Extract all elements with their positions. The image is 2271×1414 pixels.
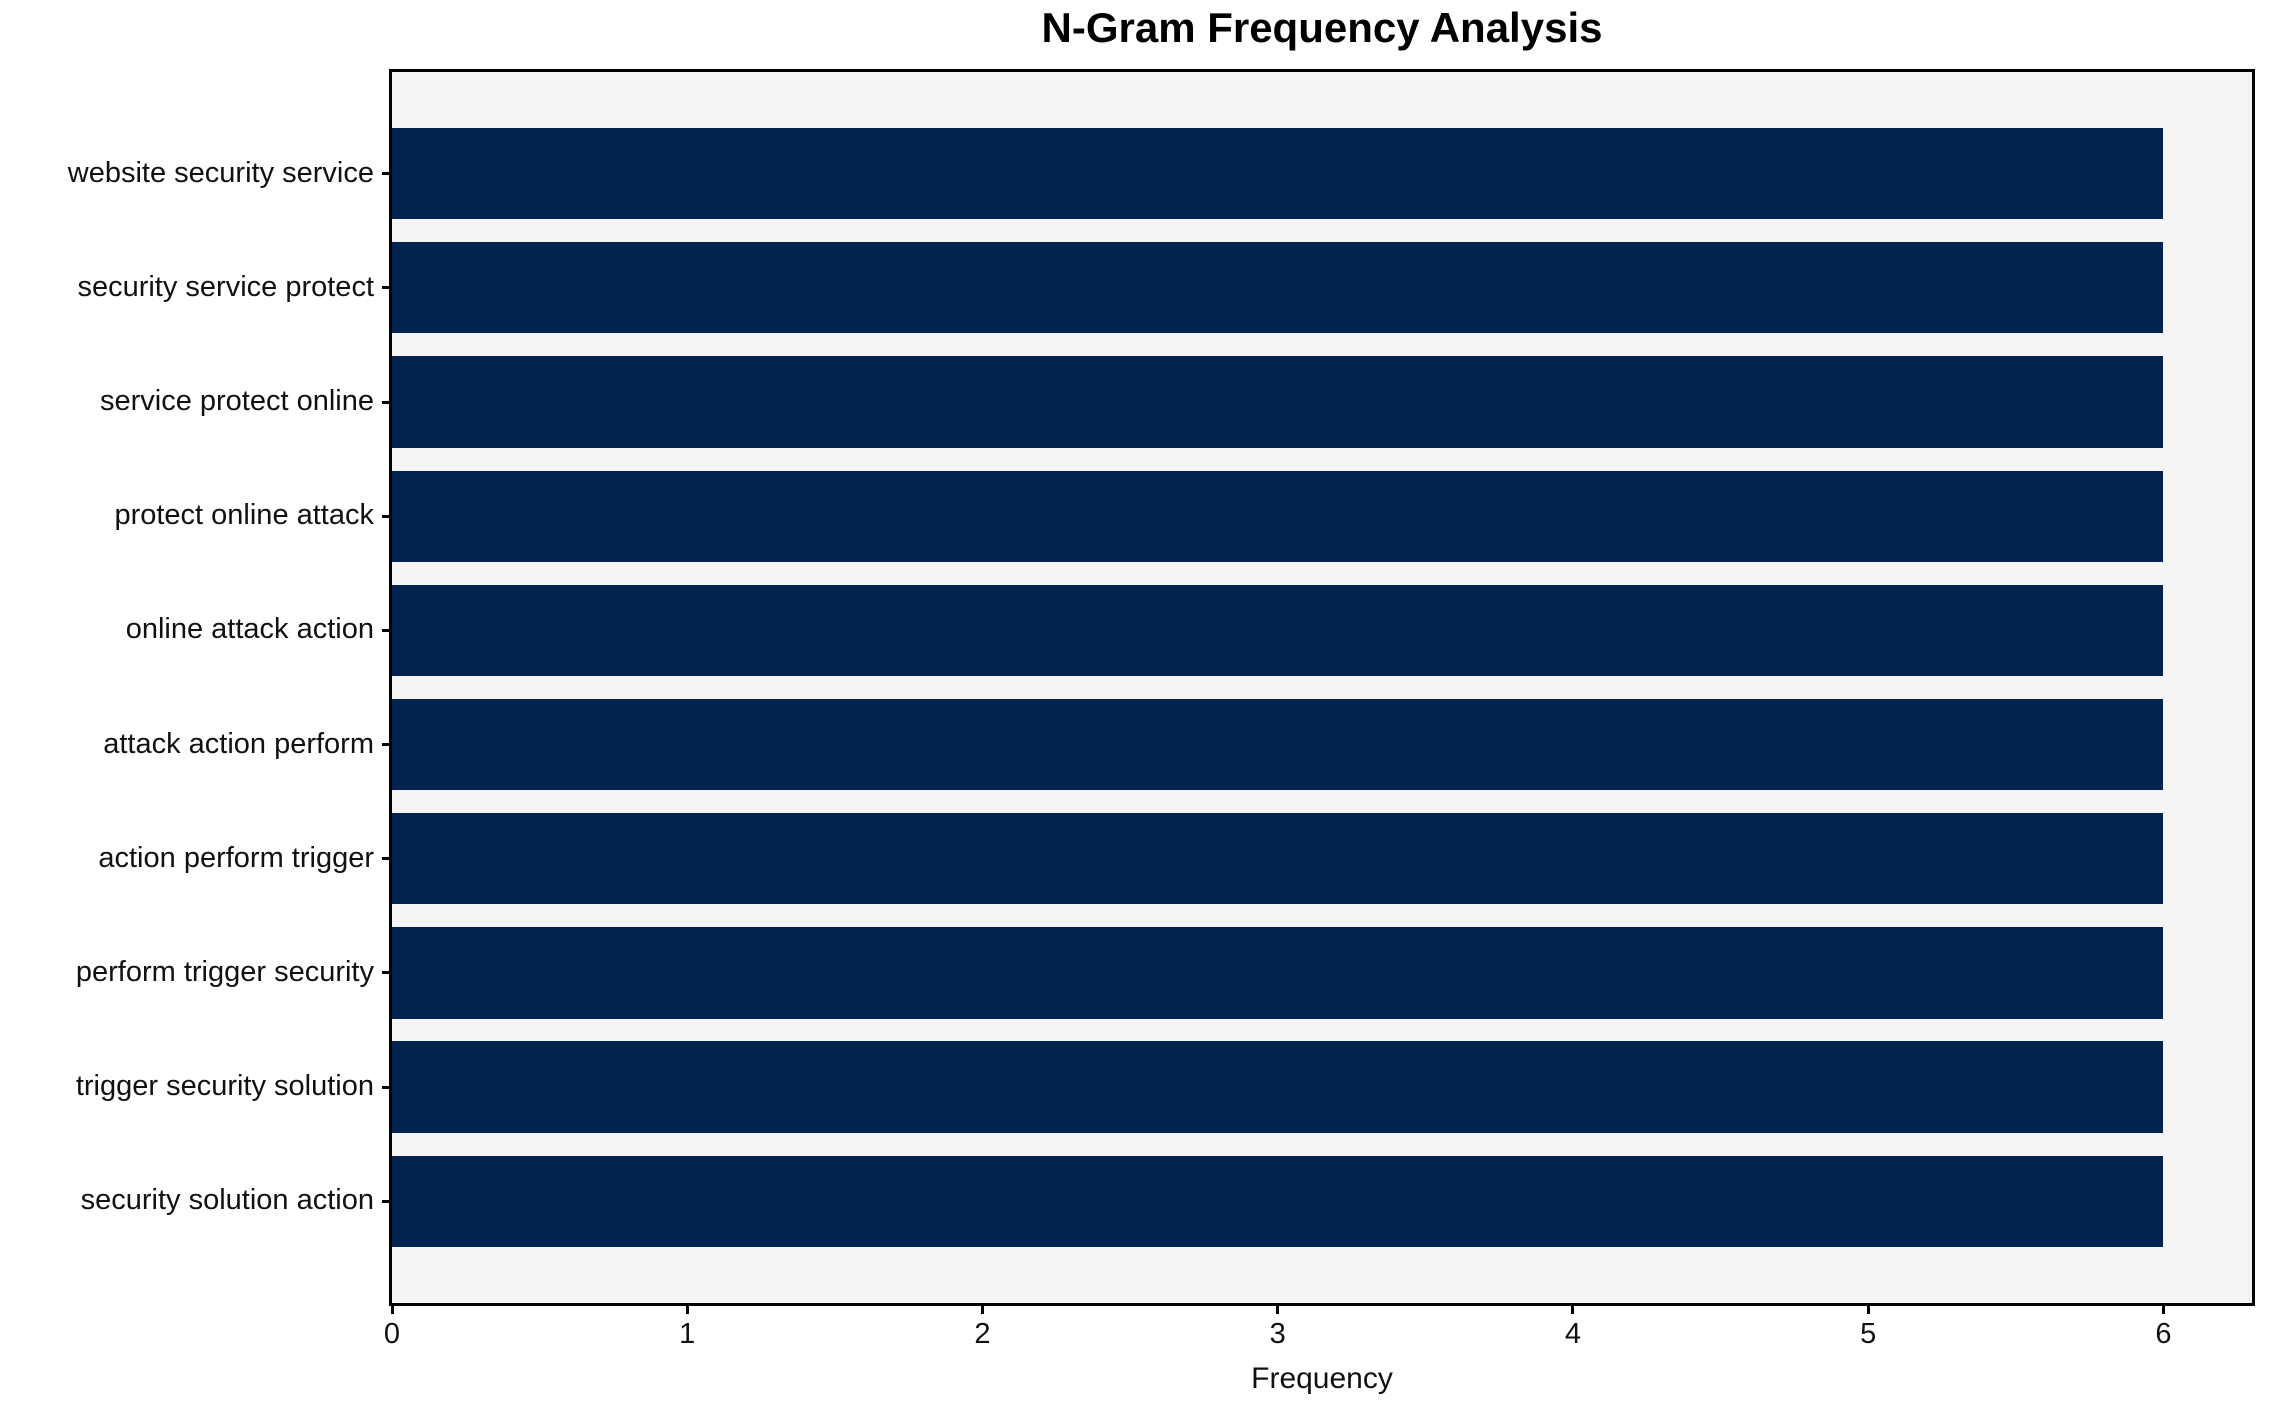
x-tick-mark bbox=[1866, 1303, 1870, 1314]
bar-security-service-protect bbox=[392, 242, 2164, 334]
x-axis-label: Frequency bbox=[1251, 1362, 1393, 1395]
bar-security-solution-action bbox=[392, 1155, 2164, 1248]
y-tick-label: security service protect bbox=[77, 270, 374, 303]
x-tick-label: 4 bbox=[1564, 1318, 1581, 1350]
y-tick-label: online attack action bbox=[125, 613, 374, 646]
y-tick-mark bbox=[382, 1085, 392, 1089]
y-tick-label: security solution action bbox=[80, 1184, 374, 1217]
x-tick-mark bbox=[980, 1303, 984, 1314]
bar-service-protect-online bbox=[392, 356, 2164, 448]
x-tick-mark bbox=[1571, 1303, 1575, 1314]
x-tick-label: 5 bbox=[1860, 1318, 1877, 1350]
y-tick-mark bbox=[382, 857, 392, 861]
y-tick-label: action perform trigger bbox=[98, 841, 374, 874]
y-tick-label: protect online attack bbox=[114, 499, 374, 532]
y-tick-mark bbox=[382, 400, 392, 404]
y-tick-mark bbox=[382, 628, 392, 632]
x-tick-mark bbox=[2161, 1303, 2165, 1314]
y-tick-label: attack action perform bbox=[103, 727, 374, 760]
bar-action-perform-trigger bbox=[392, 813, 2164, 905]
y-tick-mark bbox=[382, 172, 392, 176]
y-tick-mark bbox=[382, 514, 392, 518]
x-tick-mark bbox=[390, 1303, 394, 1314]
y-tick-mark bbox=[382, 286, 392, 290]
y-tick-label: perform trigger security bbox=[75, 955, 374, 988]
chart-title: N-Gram Frequency Analysis bbox=[1041, 4, 1603, 51]
x-tick-label: 2 bbox=[974, 1318, 991, 1350]
bar-website-security-service bbox=[392, 127, 2164, 220]
bar-online-attack-action bbox=[392, 584, 2164, 677]
y-tick-mark bbox=[382, 743, 392, 747]
bar-attack-action-perform bbox=[392, 698, 2164, 791]
y-tick-mark bbox=[382, 1199, 392, 1203]
y-tick-label: website security service bbox=[67, 156, 374, 189]
x-tick-mark bbox=[685, 1303, 689, 1314]
bar-trigger-security-solution bbox=[392, 1041, 2164, 1133]
x-tick-label: 0 bbox=[383, 1318, 401, 1350]
x-tick-label: 6 bbox=[2155, 1318, 2172, 1350]
y-tick-label: trigger security solution bbox=[75, 1070, 374, 1103]
x-tick-label: 1 bbox=[679, 1318, 696, 1350]
x-tick-mark bbox=[1276, 1303, 1280, 1314]
x-tick-label: 3 bbox=[1269, 1318, 1286, 1350]
bar-perform-trigger-security bbox=[392, 927, 2164, 1019]
y-tick-mark bbox=[382, 971, 392, 975]
bar-protect-online-attack bbox=[392, 470, 2164, 562]
y-tick-label: service protect online bbox=[99, 385, 374, 418]
